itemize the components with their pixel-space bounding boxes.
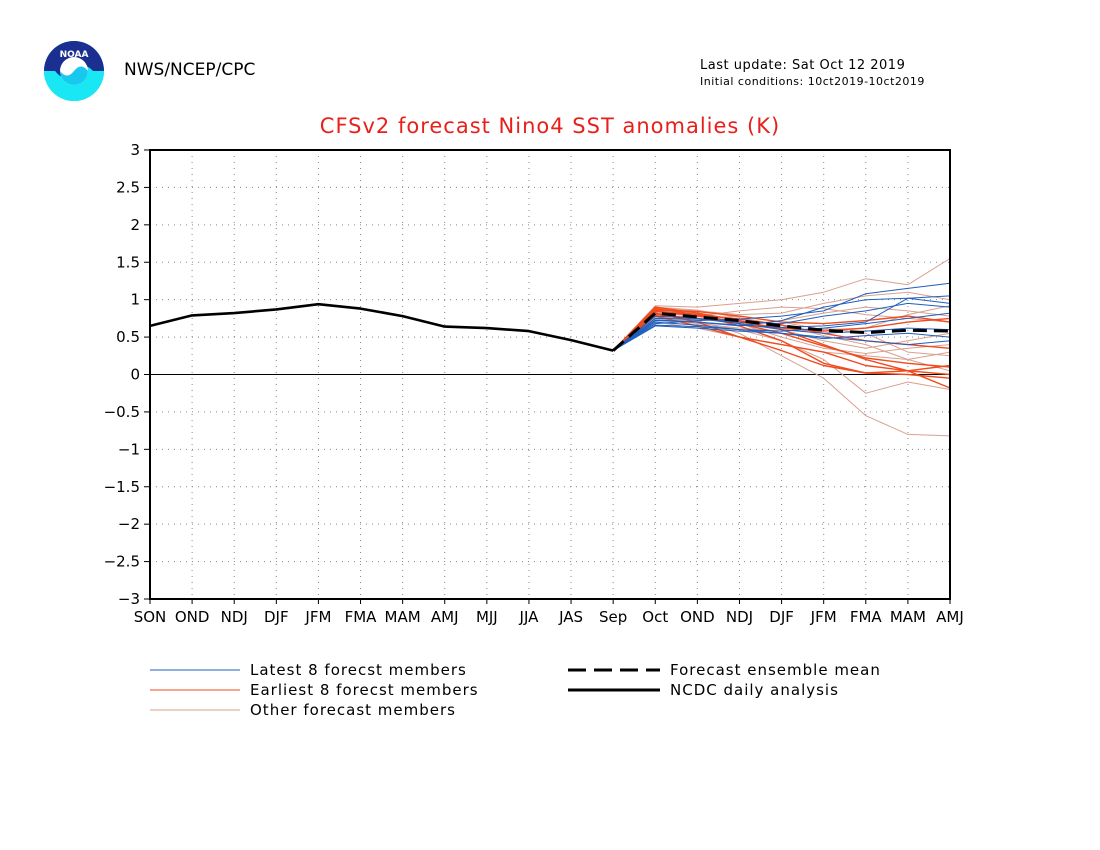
- latest-member-line: [612, 315, 951, 351]
- main-lines: [149, 302, 951, 352]
- y-tick-label: −3: [118, 590, 140, 608]
- agency-label: NWS/NCEP/CPC: [124, 60, 256, 80]
- y-axis-ticks: 3 2.5 2 1.5 1 0.5 0 −0.5 −1 −1.5 −2 −2.5 −3: [104, 141, 150, 608]
- legend-label-mean: Forecast ensemble mean: [670, 661, 881, 679]
- y-tick-label: 1: [130, 291, 140, 309]
- latest-member-line: [612, 312, 951, 352]
- analysis-line: [149, 302, 614, 352]
- legend-label-analysis: NCDC daily analysis: [670, 681, 839, 699]
- x-tick-label: NDJ: [221, 608, 248, 626]
- x-tick-label: MJJ: [476, 608, 498, 626]
- y-tick-label: −1: [118, 440, 140, 458]
- x-tick-label: OND: [175, 608, 210, 626]
- y-tick-label: 3: [130, 141, 140, 159]
- earliest-member-line: [612, 315, 951, 376]
- y-tick-label: 2: [130, 216, 140, 234]
- x-tick-label: AMJ: [936, 608, 964, 626]
- x-tick-label: AMJ: [431, 608, 459, 626]
- y-tick-label: 0.5: [116, 328, 140, 346]
- other-member-line: [612, 258, 951, 351]
- y-tick-label: 1.5: [116, 253, 140, 271]
- x-tick-label: Oct: [642, 608, 668, 626]
- x-tick-label: FMA: [850, 608, 883, 626]
- chart-title: CFSv2 forecast Nino4 SST anomalies (K): [319, 114, 781, 138]
- x-tick-label: SON: [134, 608, 167, 626]
- noaa-logo: NOAA: [44, 41, 104, 101]
- last-update-text: Last update: Sat Oct 12 2019: [700, 58, 906, 73]
- x-tick-label: MAM: [890, 608, 926, 626]
- x-tick-label: NDJ: [726, 608, 753, 626]
- y-tick-label: 0: [130, 366, 140, 384]
- y-tick-label: −1.5: [104, 478, 140, 496]
- x-tick-label: JFM: [810, 608, 837, 626]
- legend-label-earliest: Earliest 8 forecst members: [250, 681, 479, 699]
- x-tick-label: MAM: [385, 608, 421, 626]
- x-axis-ticks: SON OND NDJ DJF JFM FMA MAM AMJ MJJ JJA JAS Sep Oct O…: [134, 599, 964, 626]
- logo-text: NOAA: [60, 50, 89, 60]
- x-tick-label: DJF: [264, 608, 289, 626]
- x-tick-label: JAS: [558, 608, 583, 626]
- latest-member-line: [612, 295, 951, 352]
- legend: Latest 8 forecst members Earliest 8 forec…: [150, 661, 881, 719]
- x-tick-label: JJA: [519, 608, 540, 626]
- x-tick-label: OND: [680, 608, 715, 626]
- y-tick-label: −2: [118, 515, 140, 533]
- y-tick-label: −0.5: [104, 403, 140, 421]
- x-tick-label: FMA: [345, 608, 378, 626]
- forecast-members: [612, 258, 951, 437]
- initial-conditions-text: Initial conditions: 10ct2019-10ct2019: [700, 75, 925, 88]
- latest-member-line: [612, 324, 951, 352]
- x-tick-label: JFM: [304, 608, 331, 626]
- grid: [150, 150, 950, 599]
- x-tick-label: DJF: [769, 608, 794, 626]
- y-tick-label: 2.5: [116, 178, 140, 196]
- y-tick-label: −2.5: [104, 553, 140, 571]
- legend-label-latest: Latest 8 forecst members: [250, 661, 467, 679]
- legend-label-other: Other forecast members: [250, 701, 456, 719]
- x-tick-label: Sep: [599, 608, 627, 626]
- ensemble-mean-line: [612, 311, 951, 352]
- earliest-member-line: [612, 309, 951, 352]
